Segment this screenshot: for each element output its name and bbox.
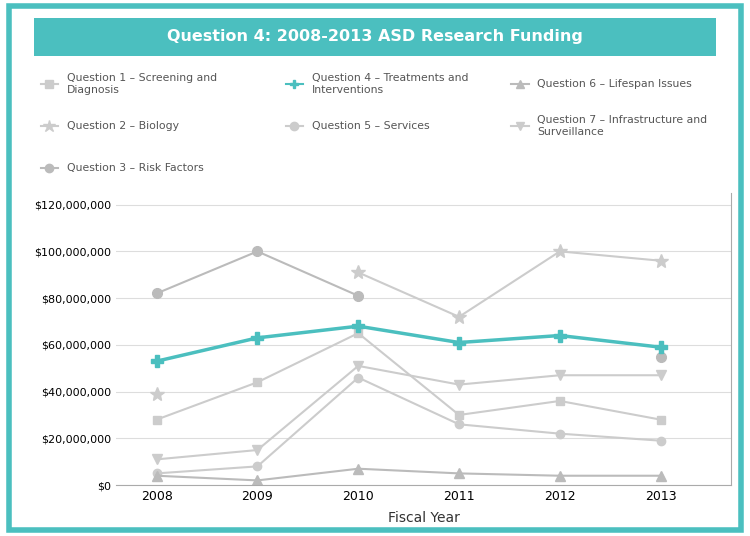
Text: Question 2 – Biology: Question 2 – Biology: [67, 121, 178, 131]
X-axis label: Fiscal Year: Fiscal Year: [388, 511, 460, 525]
Text: Question 3 – Risk Factors: Question 3 – Risk Factors: [67, 162, 203, 173]
Text: Question 7 – Infrastructure and
Surveillance: Question 7 – Infrastructure and Surveill…: [538, 115, 707, 137]
Text: Question 1 – Screening and
Diagnosis: Question 1 – Screening and Diagnosis: [67, 73, 217, 95]
Text: Question 4: 2008-2013 ASD Research Funding: Question 4: 2008-2013 ASD Research Fundi…: [167, 29, 583, 44]
Text: Question 5 – Services: Question 5 – Services: [312, 121, 430, 131]
Text: Question 4 – Treatments and
Interventions: Question 4 – Treatments and Intervention…: [312, 73, 469, 95]
Text: Question 6 – Lifespan Issues: Question 6 – Lifespan Issues: [538, 79, 692, 89]
